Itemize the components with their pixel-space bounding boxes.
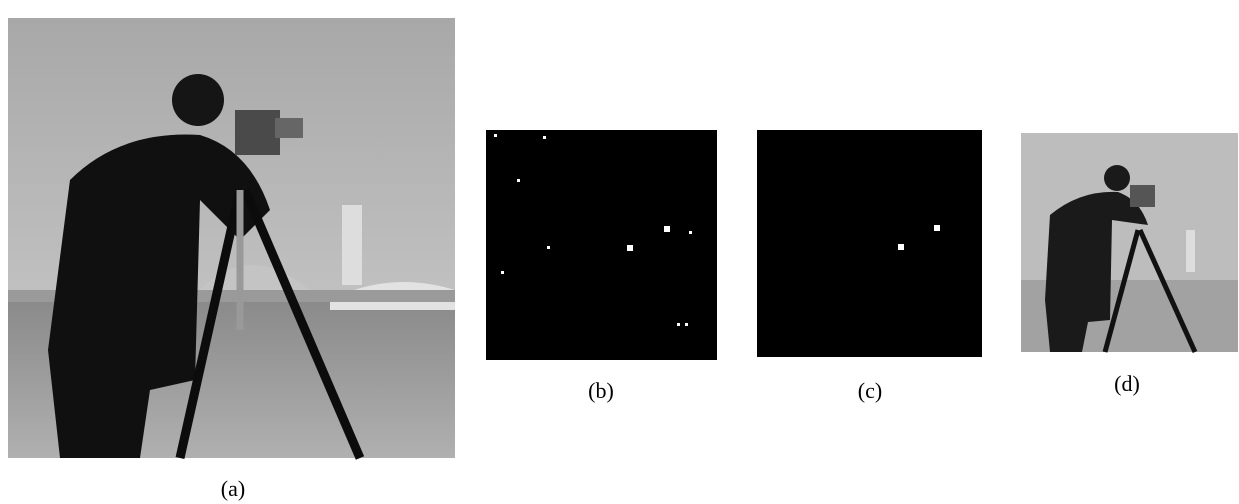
caption: (b) [588,378,614,403]
figure: (a) (b) (c) (d) [0,0,1239,504]
image-d [1021,133,1238,352]
image-a [8,18,455,458]
image-c [757,130,982,357]
caption: (d) [1114,371,1140,396]
caption: (a) [221,476,245,501]
image-b [486,130,717,360]
caption: (c) [858,378,882,403]
